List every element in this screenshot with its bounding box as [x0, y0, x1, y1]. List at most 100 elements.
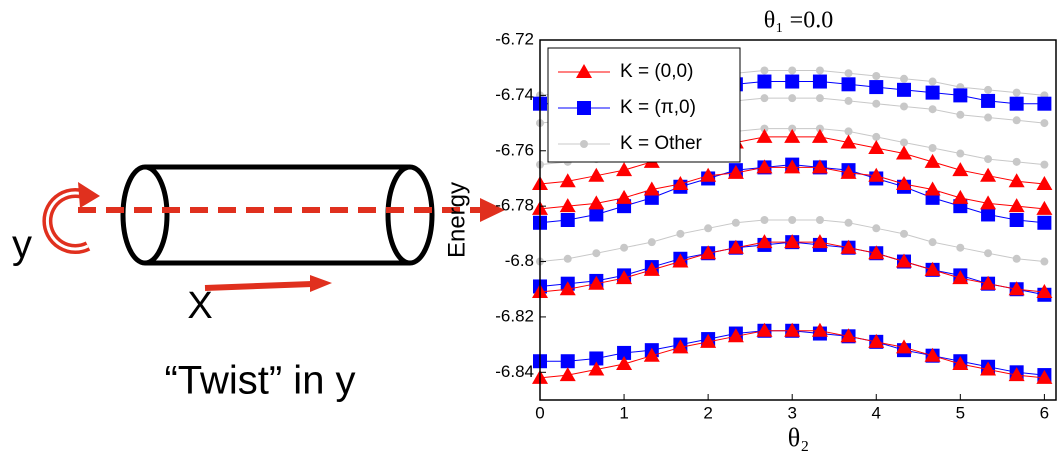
cylinder-end: [385, 164, 435, 266]
arrow-head: [480, 198, 505, 222]
marker: [811, 234, 828, 249]
marker: [840, 239, 857, 254]
x-tick-label: 0: [535, 403, 544, 422]
marker: [617, 345, 632, 360]
marker: [815, 216, 824, 224]
marker: [1037, 96, 1052, 111]
x-axis-label: θ₂: [788, 423, 810, 452]
legend-label: K = Other: [620, 133, 703, 154]
chart: -6.72 -6.74 -6.76 -6.78 -6.8 -6.82 -6.84 0 1 2 3 4 5…: [443, 8, 1057, 452]
marker: [560, 213, 575, 227]
marker: [1036, 200, 1053, 215]
marker: [616, 270, 633, 285]
marker: [588, 167, 605, 182]
marker: [784, 128, 801, 143]
marker: [672, 176, 689, 190]
marker: [788, 66, 797, 75]
marker: [731, 218, 740, 227]
marker: [588, 361, 605, 376]
marker: [616, 356, 633, 370]
marker: [589, 351, 604, 366]
marker: [757, 74, 772, 89]
marker: [760, 124, 769, 133]
y-tick-label: -6.8: [505, 251, 534, 270]
marker: [924, 261, 941, 276]
marker: [956, 110, 965, 119]
marker: [760, 66, 769, 75]
marker: [643, 181, 660, 196]
marker: [559, 281, 576, 296]
marker: [784, 322, 801, 337]
marker: [928, 105, 937, 114]
marker: [1012, 157, 1021, 166]
marker: [815, 94, 824, 103]
marker: [588, 195, 605, 210]
rotation-arrow-head: [78, 182, 100, 208]
marker: [980, 361, 997, 376]
marker: [700, 245, 717, 260]
marker: [844, 69, 853, 78]
marker: [896, 176, 913, 190]
legend-label: K = (0,0): [620, 61, 693, 82]
marker: [900, 102, 909, 111]
cylinder-end: [120, 164, 170, 266]
marker: [592, 249, 601, 258]
marker: [756, 234, 773, 249]
legend-marker: [576, 64, 592, 78]
marker: [1012, 88, 1021, 97]
marker: [844, 218, 853, 227]
marker: [984, 85, 993, 94]
marker: [872, 99, 881, 108]
marker: [840, 328, 857, 343]
marker: [756, 322, 773, 337]
marker: [928, 144, 937, 152]
marker: [896, 339, 913, 354]
marker: [785, 74, 800, 89]
x-arrow: [204, 281, 313, 291]
marker: [872, 72, 881, 80]
legend-marker: [577, 101, 591, 115]
marker: [900, 229, 909, 238]
marker: [980, 195, 997, 210]
marker: [844, 96, 853, 105]
marker: [811, 128, 828, 143]
chart-title: θ₁ =0.0: [764, 8, 833, 34]
y-tick-label: -6.82: [495, 306, 534, 325]
marker: [980, 275, 997, 290]
marker: [952, 356, 969, 370]
marker: [788, 94, 797, 103]
series-line: [539, 166, 1045, 210]
marker: [953, 88, 968, 103]
legend-label: K = (π,0): [620, 97, 696, 118]
marker: [868, 140, 885, 154]
marker: [868, 245, 885, 260]
marker: [676, 229, 685, 238]
x-tick-label: 4: [872, 403, 881, 422]
y-tick-label: -6.78: [495, 196, 534, 215]
marker: [1008, 198, 1025, 213]
marker: [616, 162, 633, 177]
marker: [1036, 369, 1053, 384]
marker: [784, 234, 801, 249]
marker: [984, 113, 993, 122]
y-axis-label: Energy: [443, 182, 470, 258]
x-tick-label: 1: [619, 403, 628, 422]
marker: [1008, 173, 1025, 188]
y-tick-label: -6.72: [495, 29, 534, 48]
marker: [924, 153, 941, 168]
x-tick-label: 6: [1040, 403, 1049, 422]
marker: [589, 207, 604, 222]
marker: [981, 207, 996, 222]
x-label: X: [187, 285, 212, 327]
marker: [756, 128, 773, 143]
marker: [840, 134, 857, 149]
marker: [896, 253, 913, 268]
marker: [643, 261, 660, 276]
x-tick-label: 3: [787, 403, 796, 422]
marker: [563, 254, 572, 263]
marker: [952, 162, 969, 177]
marker: [815, 124, 824, 133]
marker: [727, 239, 744, 254]
marker: [872, 224, 881, 233]
